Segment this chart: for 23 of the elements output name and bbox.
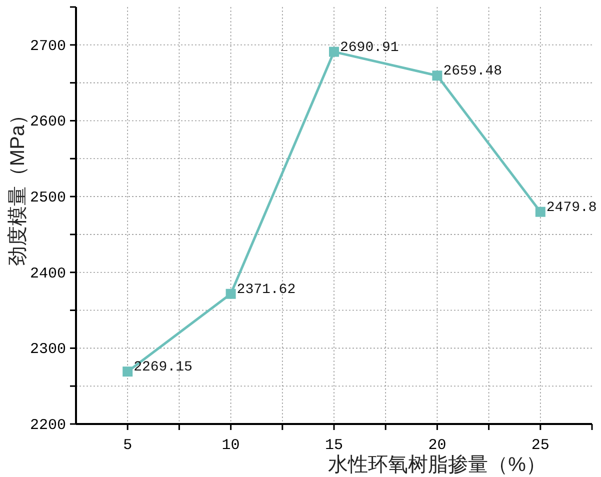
x-axis-title: 水性环氧树脂掺量（%）	[328, 454, 546, 476]
x-tick-label: 25	[531, 437, 550, 454]
y-tick-label: 2700	[30, 38, 66, 55]
x-tick-label: 5	[123, 437, 132, 454]
y-tick-label: 2500	[30, 190, 66, 207]
x-tick-label: 15	[324, 437, 344, 454]
data-label: 2371.62	[236, 282, 296, 298]
data-label: 2269.15	[134, 360, 192, 376]
y-tick-label: 2300	[30, 341, 66, 358]
point	[226, 288, 236, 299]
data-label: 2659.48	[443, 64, 502, 80]
data-label: 2690.91	[340, 40, 399, 56]
point	[432, 70, 442, 81]
x-tick-label: 20	[428, 437, 446, 454]
y-tick-label: 2400	[30, 265, 66, 282]
point	[329, 46, 339, 57]
point	[535, 206, 546, 217]
x-tick-label: 10	[222, 437, 240, 454]
y-axis-title: 劲度模量（MPa）	[7, 104, 29, 266]
point	[122, 366, 133, 377]
y-tick-label: 2600	[30, 114, 66, 131]
data-label: 2479.8	[546, 200, 597, 216]
y-tick-label: 2200	[30, 417, 66, 434]
